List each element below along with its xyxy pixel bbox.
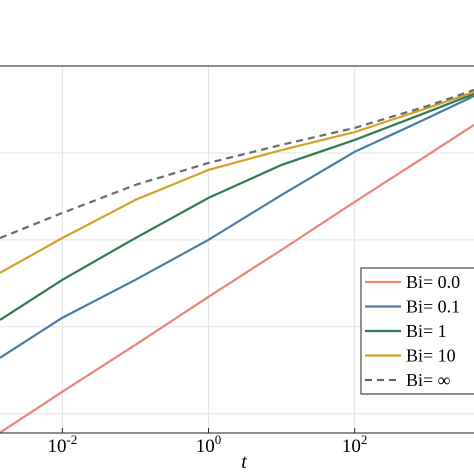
legend-label: Bi= 1 xyxy=(406,321,447,341)
series-line xyxy=(0,92,474,321)
series-line xyxy=(0,88,474,240)
x-ticks: 10-2 100 102 xyxy=(47,428,367,457)
legend-label: Bi= 0.1 xyxy=(406,297,460,317)
x-axis-label: t xyxy=(241,451,247,473)
series-line xyxy=(0,90,474,274)
legend-label: Bi= 0.0 xyxy=(406,272,460,292)
series-line xyxy=(0,94,474,359)
legend-label: Bi= 10 xyxy=(406,346,456,366)
legend-label: Bi= ∞ xyxy=(406,370,451,390)
plot-lines xyxy=(0,88,474,433)
series-line xyxy=(0,123,474,433)
x-tick-label: 10-2 xyxy=(47,432,77,457)
x-tick-label: 102 xyxy=(342,432,368,457)
x-tick-label: 100 xyxy=(196,432,222,457)
legend: Bi= 0.0 Bi= 0.1 Bi= 1 Bi= 10 Bi= ∞ xyxy=(360,267,474,395)
